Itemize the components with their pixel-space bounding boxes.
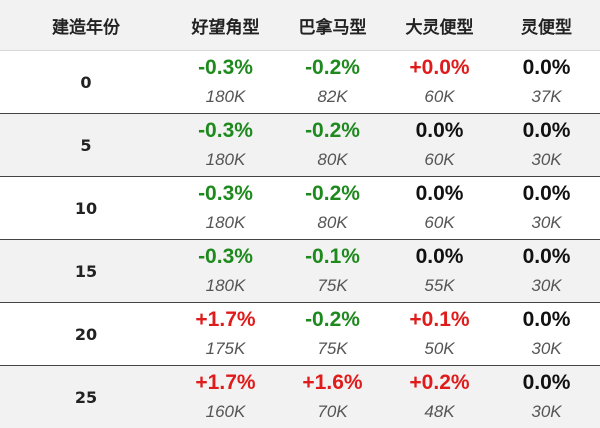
price-change: 0.0% [415, 182, 464, 205]
table-row: 10 -0.3% 180K -0.2% 80K 0.0% 60K 0.0% 30K [0, 177, 600, 240]
tonnage-value: 30K [531, 150, 562, 169]
price-change: +0.2% [409, 371, 470, 394]
price-change: +0.1% [409, 308, 470, 331]
header-handysize: 灵便型 [521, 17, 572, 38]
table-cell: 0.0% 60K [386, 114, 493, 176]
table-cell: 0.0% 30K [493, 366, 600, 428]
price-change: 0.0% [415, 245, 464, 268]
tonnage-value: 60K [424, 150, 455, 169]
tonnage-value: 75K [317, 339, 348, 358]
price-change: -0.1% [305, 245, 360, 268]
table-row: 25 +1.7% 160K +1.6% 70K +0.2% 48K 0.0% 30K [0, 366, 600, 428]
price-change: -0.3% [198, 182, 253, 205]
tonnage-value: 80K [317, 150, 348, 169]
row-year: 20 [74, 324, 98, 344]
tonnage-value: 160K [205, 402, 246, 421]
price-change: -0.3% [198, 119, 253, 142]
tonnage-value: 180K [205, 150, 246, 169]
table-row: 5 -0.3% 180K -0.2% 80K 0.0% 60K 0.0% 30K [0, 114, 600, 177]
tonnage-value: 180K [205, 87, 246, 106]
row-year: 10 [74, 198, 98, 218]
tonnage-value: 180K [205, 276, 246, 295]
price-change: 0.0% [522, 56, 571, 79]
table-cell: -0.2% 80K [279, 177, 386, 239]
table-header: 建造年份 好望角型 巴拿马型 大灵便型 灵便型 [0, 0, 600, 51]
table-body: 0 -0.3% 180K -0.2% 82K +0.0% 60K 0.0% 37K 5 -0.3% 1… [0, 51, 600, 428]
tonnage-value: 30K [531, 276, 562, 295]
table-cell: +1.7% 175K [172, 303, 279, 365]
tonnage-value: 75K [317, 276, 348, 295]
table-cell: 0.0% 37K [493, 51, 600, 113]
price-change: -0.2% [305, 56, 360, 79]
table-cell: 0.0% 30K [493, 240, 600, 302]
row-year: 15 [74, 261, 98, 281]
table-cell: -0.2% 75K [279, 303, 386, 365]
price-change: 0.0% [522, 371, 571, 394]
price-change: 0.0% [522, 182, 571, 205]
table-cell: -0.3% 180K [172, 177, 279, 239]
table-cell: -0.3% 180K [172, 114, 279, 176]
table-cell: +1.6% 70K [279, 366, 386, 428]
tonnage-value: 80K [317, 213, 348, 232]
price-change: 0.0% [415, 119, 464, 142]
tonnage-value: 60K [424, 213, 455, 232]
price-change: -0.3% [198, 245, 253, 268]
table-row: 0 -0.3% 180K -0.2% 82K +0.0% 60K 0.0% 37K [0, 51, 600, 114]
table-cell: 0.0% 60K [386, 177, 493, 239]
header-year: 建造年份 [52, 17, 120, 38]
price-change: +0.0% [409, 56, 470, 79]
table-cell: 0.0% 30K [493, 177, 600, 239]
row-year: 0 [80, 72, 92, 92]
table-cell: -0.3% 180K [172, 51, 279, 113]
header-supramax: 大灵便型 [405, 17, 474, 38]
row-year: 25 [74, 387, 98, 407]
table-cell: 0.0% 30K [493, 114, 600, 176]
price-change: +1.7% [195, 371, 256, 394]
price-change: -0.3% [198, 56, 253, 79]
table-cell: +0.0% 60K [386, 51, 493, 113]
table-cell: +0.1% 50K [386, 303, 493, 365]
price-change: -0.2% [305, 119, 360, 142]
header-panamax: 巴拿马型 [298, 17, 367, 38]
price-change: +1.7% [195, 308, 256, 331]
table-cell: -0.1% 75K [279, 240, 386, 302]
table-cell: +0.2% 48K [386, 366, 493, 428]
tonnage-value: 37K [531, 87, 562, 106]
row-year: 5 [80, 135, 92, 155]
tonnage-value: 175K [205, 339, 246, 358]
price-change: +1.6% [302, 371, 363, 394]
tonnage-value: 82K [317, 87, 348, 106]
price-change: 0.0% [522, 245, 571, 268]
table-cell: 0.0% 55K [386, 240, 493, 302]
price-change: 0.0% [522, 119, 571, 142]
tonnage-value: 55K [424, 276, 455, 295]
tonnage-value: 48K [424, 402, 455, 421]
table-cell: -0.2% 82K [279, 51, 386, 113]
header-capesize: 好望角型 [191, 17, 260, 38]
tonnage-value: 50K [424, 339, 455, 358]
tonnage-value: 60K [424, 87, 455, 106]
tonnage-value: 180K [205, 213, 246, 232]
price-change: -0.2% [305, 182, 360, 205]
tonnage-value: 30K [531, 339, 562, 358]
table-cell: +1.7% 160K [172, 366, 279, 428]
table-row: 15 -0.3% 180K -0.1% 75K 0.0% 55K 0.0% 30K [0, 240, 600, 303]
tonnage-value: 70K [317, 402, 348, 421]
table-row: 20 +1.7% 175K -0.2% 75K +0.1% 50K 0.0% 30K [0, 303, 600, 366]
table-cell: -0.3% 180K [172, 240, 279, 302]
price-change: -0.2% [305, 308, 360, 331]
tonnage-value: 30K [531, 213, 562, 232]
tonnage-value: 30K [531, 402, 562, 421]
table-cell: 0.0% 30K [493, 303, 600, 365]
price-change: 0.0% [522, 308, 571, 331]
table-cell: -0.2% 80K [279, 114, 386, 176]
